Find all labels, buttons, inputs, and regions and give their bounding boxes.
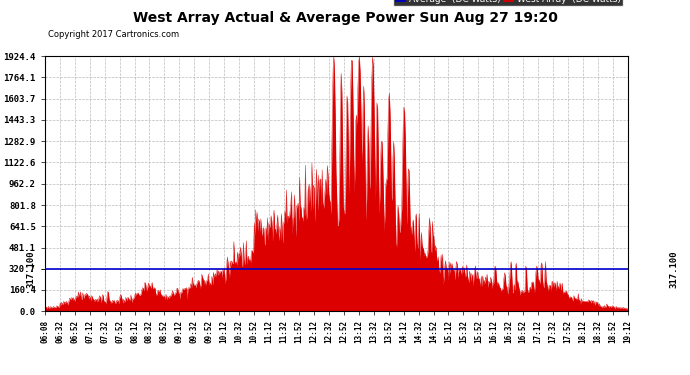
Text: West Array Actual & Average Power Sun Aug 27 19:20: West Array Actual & Average Power Sun Au… [132, 11, 558, 25]
Text: 317.100: 317.100 [669, 251, 678, 288]
Legend: Average  (DC Watts), West Array  (DC Watts): Average (DC Watts), West Array (DC Watts… [393, 0, 623, 6]
Text: Copyright 2017 Cartronics.com: Copyright 2017 Cartronics.com [48, 30, 179, 39]
